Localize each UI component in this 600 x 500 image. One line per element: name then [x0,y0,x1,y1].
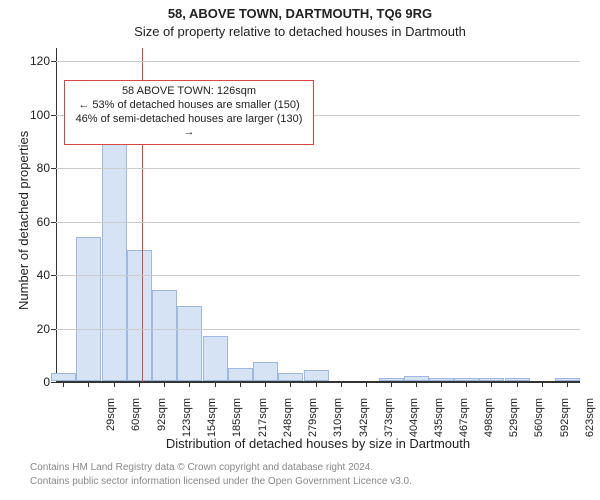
gridline [56,382,580,383]
y-tick: 120 [30,54,50,68]
histogram-bar [379,378,404,381]
credit-line-1: Contains HM Land Registry data © Crown c… [0,462,600,473]
histogram-bar [555,378,580,381]
y-axis-label: Number of detached properties [16,131,31,310]
y-tick: 60 [37,215,50,229]
histogram-bar [278,373,303,381]
gridline [56,329,580,330]
page-subtitle: Size of property relative to detached ho… [0,24,600,39]
gridline [56,168,580,169]
y-tick: 80 [37,161,50,175]
histogram-bar [203,336,228,381]
credit-line-2: Contains public sector information licen… [0,476,600,487]
histogram-bar [228,368,253,381]
histogram-bar [479,378,504,381]
y-tick: 40 [37,268,50,282]
histogram-bar [454,378,479,381]
y-tick: 0 [43,375,50,389]
histogram-bar [304,370,329,381]
gridline [56,275,580,276]
gridline [56,222,580,223]
histogram-bar [505,378,530,381]
histogram-bar [429,378,454,381]
histogram-bar [76,237,101,381]
histogram-bar [51,373,76,381]
histogram-bar [127,250,152,381]
histogram-bar [404,376,429,381]
annotation-line: ← 53% of detached houses are smaller (15… [71,99,307,113]
annotation-line: 46% of semi-detached houses are larger (… [71,113,307,141]
x-tick: 623sqm [584,398,596,448]
histogram-bar [152,290,177,381]
x-axis-label: Distribution of detached houses by size … [56,436,580,451]
histogram-bar [177,306,202,381]
annotation-line: 58 ABOVE TOWN: 126sqm [71,85,307,99]
histogram-bar [102,141,127,381]
histogram-bar [253,362,278,381]
y-tick: 20 [37,322,50,336]
y-tick: 100 [30,108,50,122]
gridline [56,61,580,62]
page-title: 58, ABOVE TOWN, DARTMOUTH, TQ6 9RG [0,6,600,21]
annotation-box: 58 ABOVE TOWN: 126sqm← 53% of detached h… [64,80,314,145]
